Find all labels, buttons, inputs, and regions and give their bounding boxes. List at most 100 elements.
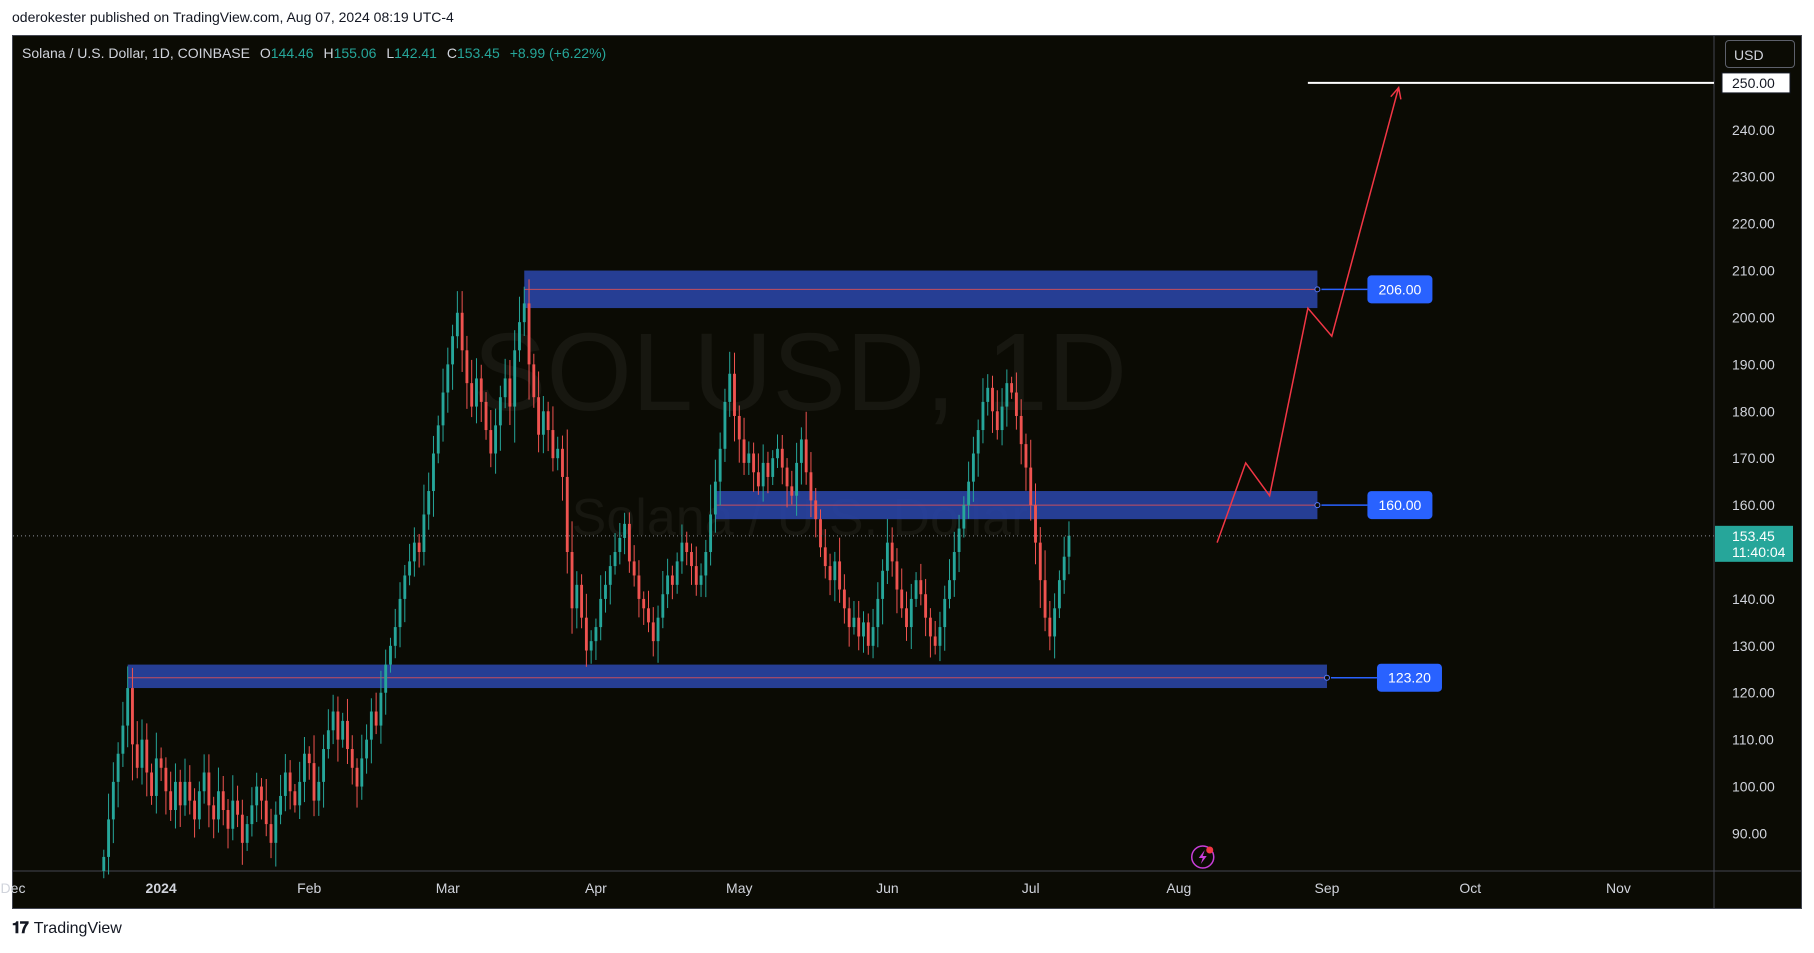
last-price-value: 153.45 xyxy=(1732,528,1775,544)
candle-body xyxy=(393,627,397,646)
candle-body xyxy=(293,791,297,806)
candle-body xyxy=(169,791,173,811)
footer-brand-text: TradingView xyxy=(33,920,122,937)
candle-body xyxy=(819,519,822,548)
candle-body xyxy=(728,373,732,402)
candle-body xyxy=(460,312,464,351)
zone-handle xyxy=(1323,674,1330,681)
legend-high-value: 155.06 xyxy=(333,45,377,61)
y-tick-label: 200.00 xyxy=(1732,309,1775,325)
candle-body xyxy=(962,505,966,529)
y-tick-label: 210.00 xyxy=(1732,263,1775,279)
candle-body xyxy=(666,575,670,595)
chart-frame[interactable] xyxy=(12,35,1802,909)
candle-body xyxy=(326,730,330,750)
y-tick-label: 100.00 xyxy=(1732,779,1775,795)
candle-body xyxy=(484,401,488,431)
candle-body xyxy=(336,711,340,740)
candle-body xyxy=(369,711,373,740)
candle-body xyxy=(403,575,407,599)
legend-high-label: H xyxy=(323,45,334,61)
x-tick-label: Dec xyxy=(1,880,26,896)
zone-price-label xyxy=(1367,275,1433,304)
candle-body xyxy=(761,462,765,487)
candle-body xyxy=(1067,535,1071,557)
candle-body xyxy=(795,462,799,496)
target-price-tag-text: 250.00 xyxy=(1732,75,1775,91)
legend-close-label: C xyxy=(446,45,457,61)
candle-body xyxy=(135,744,139,768)
candle-body xyxy=(914,580,918,599)
candle-body xyxy=(427,491,431,515)
candle-body xyxy=(871,627,875,646)
candle-body xyxy=(207,772,211,806)
candle-body xyxy=(164,767,168,792)
y-tick-label: 220.00 xyxy=(1732,216,1775,232)
candle-body xyxy=(584,617,588,651)
candle-body xyxy=(632,561,636,576)
candle-body xyxy=(799,439,803,463)
candle-body xyxy=(436,425,440,454)
candle-body xyxy=(828,566,832,581)
x-tick-label: Sep xyxy=(1315,880,1340,896)
candle-body xyxy=(236,800,240,815)
candle-body xyxy=(952,552,956,581)
y-tick-label: 90.00 xyxy=(1732,825,1767,841)
candle-body xyxy=(432,453,435,492)
candle-body xyxy=(948,580,951,599)
x-tick-label: Feb xyxy=(297,880,321,896)
legend-open-value: 144.46 xyxy=(270,45,314,61)
candle-body xyxy=(494,425,498,454)
last-price-countdown: 11:40:04 xyxy=(1732,544,1786,560)
candle-body xyxy=(202,772,206,792)
candle-body xyxy=(642,598,646,609)
x-tick-label: May xyxy=(726,880,752,896)
x-tick-label: Apr xyxy=(585,880,607,896)
candle-body xyxy=(150,772,153,796)
candle-body xyxy=(408,561,412,576)
candle-body xyxy=(1057,580,1061,609)
candle-body xyxy=(986,387,990,402)
candle-body xyxy=(245,824,249,843)
candle-body xyxy=(475,378,478,407)
candle-body xyxy=(489,430,493,454)
candle-body xyxy=(116,753,120,782)
candle-body xyxy=(608,566,612,585)
candle-body xyxy=(1038,542,1042,581)
candle-body xyxy=(226,810,230,829)
y-tick-label: 110.00 xyxy=(1732,732,1774,748)
x-tick-label: Nov xyxy=(1606,880,1631,896)
candle-body xyxy=(283,772,287,796)
candle-body xyxy=(685,542,689,553)
notification-dot-icon xyxy=(1206,846,1214,854)
legend-close-value: 153.45 xyxy=(456,45,500,61)
candle-body xyxy=(594,627,598,642)
x-tick-label: Jun xyxy=(876,880,899,896)
candle-body xyxy=(1010,383,1014,393)
candle-body xyxy=(183,781,187,806)
candle-body xyxy=(556,448,560,459)
candle-body xyxy=(580,584,584,618)
currency-button[interactable]: USD xyxy=(1725,40,1795,68)
candle-body xyxy=(847,608,851,628)
candle-body xyxy=(604,584,607,599)
candle-body xyxy=(995,411,999,431)
footer-brand[interactable]: 𝟏𝟕 TradingView xyxy=(12,920,122,938)
candle-body xyxy=(885,542,889,571)
legend-low-value: 142.41 xyxy=(394,45,437,61)
candle-body xyxy=(341,720,345,740)
candle-body xyxy=(991,387,994,412)
candle-body xyxy=(398,598,402,628)
candle-body xyxy=(737,415,741,440)
y-tick-label: 120.00 xyxy=(1732,685,1775,701)
candle-body xyxy=(360,758,364,787)
candle-body xyxy=(890,542,894,562)
candle-body xyxy=(1053,608,1057,637)
candle-body xyxy=(1000,406,1004,431)
candle-body xyxy=(938,627,942,646)
candle-body xyxy=(565,476,569,553)
candle-body xyxy=(197,791,201,820)
candle-body xyxy=(776,448,779,459)
legend-change: +8.99 (+6.22%) xyxy=(509,45,607,61)
